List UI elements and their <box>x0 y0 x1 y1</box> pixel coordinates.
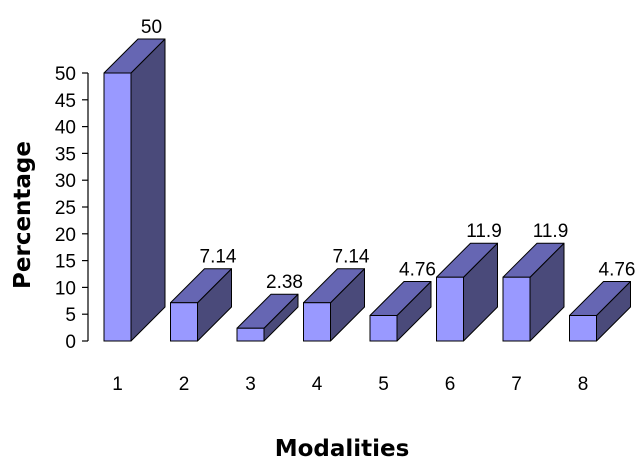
y-tick-label: 20 <box>55 225 76 246</box>
x-tick-label: 5 <box>378 374 389 395</box>
bars: 50 7.14 2.38 7.14 4.76 11.9 11.9 4.76 <box>103 17 636 342</box>
y-tick-label: 10 <box>55 278 76 299</box>
y-axis: 0 5 10 15 20 25 30 35 40 45 50 <box>55 64 89 353</box>
data-label: 4.76 <box>399 259 436 280</box>
bar-front-face <box>103 72 132 342</box>
x-tick-label: 4 <box>312 374 323 395</box>
data-label: 7.14 <box>333 247 370 268</box>
y-tick-label: 25 <box>55 198 76 219</box>
y-tick-label: 40 <box>55 118 76 139</box>
x-axis-title: Modalities <box>275 436 410 461</box>
bar-2 <box>170 268 232 342</box>
y-tick-label: 30 <box>55 171 76 192</box>
bar-7 <box>502 242 565 342</box>
data-label: 4.76 <box>599 259 636 280</box>
data-label: 11.9 <box>466 221 502 242</box>
bar-front-face <box>369 314 398 342</box>
y-tick-label: 35 <box>55 144 76 165</box>
bar-4 <box>303 268 365 342</box>
x-tick-label: 3 <box>245 374 256 395</box>
x-tick-label: 1 <box>112 374 123 395</box>
bar-front-face <box>436 276 464 342</box>
bar-3 <box>236 293 299 342</box>
x-tick-label: 7 <box>511 374 522 395</box>
bar-front-face <box>569 314 597 342</box>
bar-front-face <box>236 327 265 342</box>
x-tick-label: 6 <box>445 374 456 395</box>
x-tick-label: 2 <box>179 374 190 395</box>
y-tick-label: 15 <box>55 252 76 273</box>
bar-8 <box>569 280 631 342</box>
y-tick-label: 45 <box>55 91 76 112</box>
data-label: 50 <box>141 17 162 38</box>
bar-front-face <box>303 302 331 342</box>
bar-6 <box>436 242 498 342</box>
data-label: 11.9 <box>533 221 569 242</box>
y-axis-title: Percentage <box>10 141 36 289</box>
bar-1 <box>103 38 166 342</box>
x-tick-label: 8 <box>578 374 589 395</box>
x-axis: 1 2 3 4 5 6 7 8 <box>112 374 588 395</box>
bar-front-face <box>170 302 198 342</box>
bar-front-face <box>502 276 531 342</box>
bar-side-face <box>130 38 166 342</box>
bar-5 <box>369 280 432 342</box>
data-label: 2.38 <box>266 272 303 293</box>
y-tick-label: 50 <box>55 64 76 85</box>
data-label: 7.14 <box>200 247 237 268</box>
y-tick-label: 0 <box>65 332 76 353</box>
y-tick-label: 5 <box>65 305 76 326</box>
